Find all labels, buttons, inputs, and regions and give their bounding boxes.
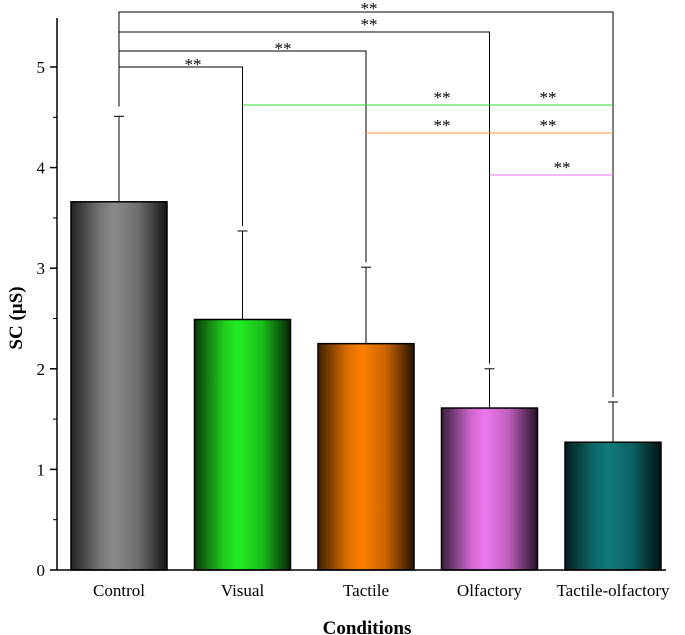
error-bar-visual (237, 230, 248, 320)
significance-bracket-control-visual: ** (118, 55, 243, 226)
ticks-layer: Control Visual Tactile Olfactory Tactile-olf… (37, 58, 671, 600)
significance-label: ** (540, 88, 557, 107)
significance-bracket-tactile-olfactory: ** (434, 116, 451, 135)
significance-bracket-visual-olfactory: ** (434, 88, 451, 107)
significance-label: ** (361, 0, 378, 18)
error-bar-olfactory (484, 368, 495, 409)
x-tick-label: Olfactory (457, 581, 523, 600)
significance-label: ** (540, 116, 557, 135)
bar-visual (193, 318, 292, 571)
x-tick-label: Tactile (343, 581, 389, 600)
error-bar-tactile (361, 266, 371, 344)
y-tick-label: 1 (37, 460, 46, 479)
y-tick-label: 2 (37, 360, 46, 379)
significance-label: ** (434, 116, 451, 135)
significance-bracket-visual-tactile-olfactory: ** (242, 88, 613, 107)
bar-olfactory (440, 407, 539, 571)
bar-tactile (317, 342, 415, 571)
significance-bracket-olfactory-tactile-olfactory: ** (489, 158, 613, 177)
error-bars-layer (114, 115, 618, 443)
axes-layer (56, 18, 666, 571)
error-bar-tactile-olfactory (608, 401, 618, 443)
x-tick-label: Visual (221, 581, 265, 600)
y-tick-label: 4 (37, 159, 46, 178)
x-tick-label: Tactile-olfactory (556, 581, 670, 600)
y-tick-label: 0 (37, 561, 46, 580)
x-tick-label: Control (93, 581, 145, 600)
significance-layer: ********** **** **** (118, 0, 614, 397)
x-axis-title: Conditions (323, 618, 412, 635)
bar-tactile-olfactory (564, 441, 662, 571)
y-tick-label: 5 (37, 58, 46, 77)
error-bar-control (114, 115, 124, 202)
y-tick-label: 3 (37, 259, 46, 278)
bar-control (70, 201, 168, 571)
significance-bracket-tactile-tactile-olfactory: ** (366, 116, 613, 135)
significance-label: ** (361, 15, 378, 34)
significance-label: ** (434, 88, 451, 107)
y-axis-title: SC (µS) (6, 286, 27, 349)
significance-label: ** (554, 158, 571, 177)
significance-label: ** (185, 55, 202, 74)
significance-label: ** (275, 39, 292, 58)
significance-bracket-control-tactile-olfactory: ** (118, 0, 614, 397)
